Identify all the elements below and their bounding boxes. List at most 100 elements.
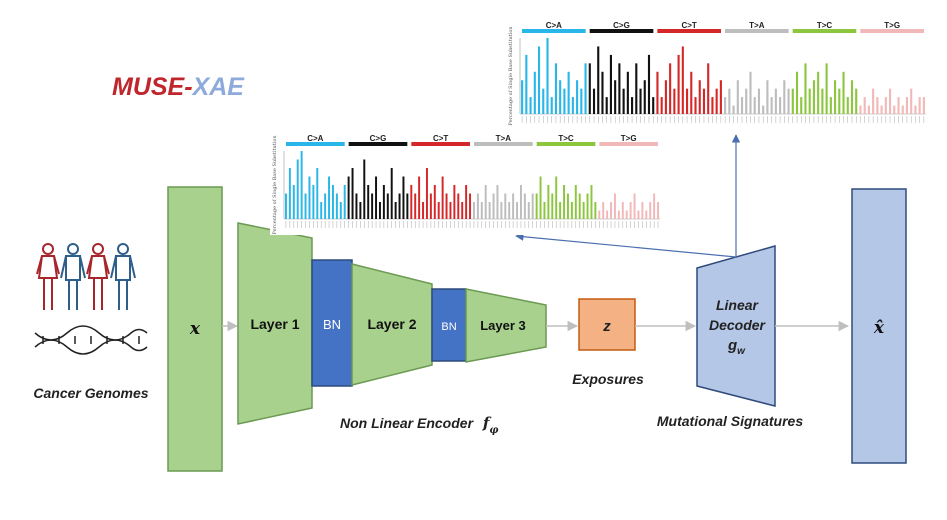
signature-bar <box>660 97 663 114</box>
signature-category-label: C>T <box>433 134 448 143</box>
input-x-label: x <box>189 319 201 339</box>
signature-category-bar <box>536 142 596 146</box>
signature-bar <box>598 210 601 219</box>
layer3-trapezoid <box>465 288 547 363</box>
signature-bar <box>316 168 319 219</box>
signature-bar <box>586 193 589 219</box>
signature-category-label: T>C <box>558 134 574 143</box>
signature-bar <box>863 97 866 114</box>
signature-bar <box>656 71 659 114</box>
signature-bar <box>888 88 892 114</box>
signature-bar <box>578 193 581 219</box>
signature-bar <box>694 97 697 114</box>
signature-bar <box>519 185 522 219</box>
signature-plot-middle: Percentage of Single Base Substitution C>… <box>270 134 664 235</box>
signature-category-bar <box>792 29 857 33</box>
signature-bar <box>884 97 887 114</box>
signature-bar <box>378 202 381 219</box>
signature-bar <box>508 202 511 219</box>
signature-category-label: T>A <box>749 21 765 30</box>
signature-bar <box>367 185 370 219</box>
bn2-block <box>431 288 467 362</box>
signature-bar <box>525 54 528 114</box>
signature-bar <box>521 80 524 114</box>
signature-bar <box>559 202 562 219</box>
signature-bar <box>576 80 579 114</box>
signature-bar <box>757 88 761 114</box>
signature-bar <box>343 185 346 219</box>
signature-bar <box>635 63 638 114</box>
signature-bar <box>582 202 585 219</box>
encoder-symbol: f <box>482 414 492 432</box>
signature-bar <box>817 71 820 114</box>
signature-bar <box>359 202 362 219</box>
signature-bar <box>543 202 546 219</box>
signature-bar <box>922 97 925 114</box>
signature-bar <box>762 105 765 114</box>
signature-bar <box>512 193 515 219</box>
signature-bar <box>500 202 503 219</box>
exposures-label: Exposures <box>572 371 644 387</box>
decoder-line1: Linear <box>716 297 760 313</box>
signature-bar <box>652 97 655 114</box>
mutational-signatures-label: Mutational Signatures <box>657 413 803 429</box>
signature-bar <box>749 71 752 114</box>
signature-bar <box>550 97 553 114</box>
signature-bar <box>588 63 591 114</box>
signature-bar <box>542 88 545 114</box>
encoder-label: Non Linear Encoder fφ <box>340 414 498 436</box>
signature-bar <box>453 185 456 219</box>
signature-bar <box>570 202 573 219</box>
signature-bar <box>406 193 409 219</box>
signature-bar <box>414 193 417 219</box>
signature-category-label: T>A <box>496 134 512 143</box>
signature-bar <box>429 193 432 219</box>
signature-bar <box>629 202 632 219</box>
signature-category-bar <box>860 29 924 33</box>
signature-bar <box>766 80 769 114</box>
signature-bar <box>609 54 612 114</box>
bn1-label: BN <box>323 317 341 332</box>
layer2-trapezoid <box>351 263 433 386</box>
signature-category-bar <box>589 29 654 33</box>
signature-category-bar <box>725 29 789 33</box>
title-muse: MUSE <box>112 73 186 101</box>
signature-bar <box>382 185 385 219</box>
signature-bar <box>664 80 667 114</box>
signature-category-label: T>G <box>884 21 900 30</box>
signature-category-label: C>G <box>613 21 630 30</box>
layer3-label: Layer 3 <box>480 318 526 333</box>
signature-bar <box>724 97 727 114</box>
signature-bar <box>390 168 393 219</box>
signature-bar <box>800 97 803 114</box>
signature-category-bar <box>286 142 345 146</box>
signature-bar <box>539 176 542 219</box>
signature-bar <box>643 80 646 114</box>
signature-bar <box>445 193 448 219</box>
signature-category-bar <box>657 29 721 33</box>
signature-bar <box>825 63 828 114</box>
signature-bar <box>529 97 532 114</box>
signature-bar <box>876 97 879 114</box>
signature-bar <box>580 88 583 114</box>
signature-bar <box>711 97 714 114</box>
signature-bar <box>783 80 786 114</box>
signature-bar <box>842 71 845 114</box>
output-xhat-label: x̂ <box>873 318 885 338</box>
signature-bar <box>867 105 870 114</box>
signature-bar <box>469 193 472 219</box>
signature-bar <box>745 88 748 114</box>
dna-helix-icon <box>34 325 148 355</box>
signature-category-bar <box>522 29 586 33</box>
signature-bar <box>637 210 640 219</box>
signature-bar <box>555 176 558 219</box>
signature-bar <box>787 88 790 114</box>
decoder-symbol: g <box>727 337 737 354</box>
decoder-line2: Decoder <box>709 317 767 333</box>
signature-bar <box>914 105 917 114</box>
layer1-label: Layer 1 <box>250 316 299 332</box>
signature-bar <box>328 176 331 219</box>
signature-bar <box>410 185 413 219</box>
signature-bar <box>476 193 479 219</box>
